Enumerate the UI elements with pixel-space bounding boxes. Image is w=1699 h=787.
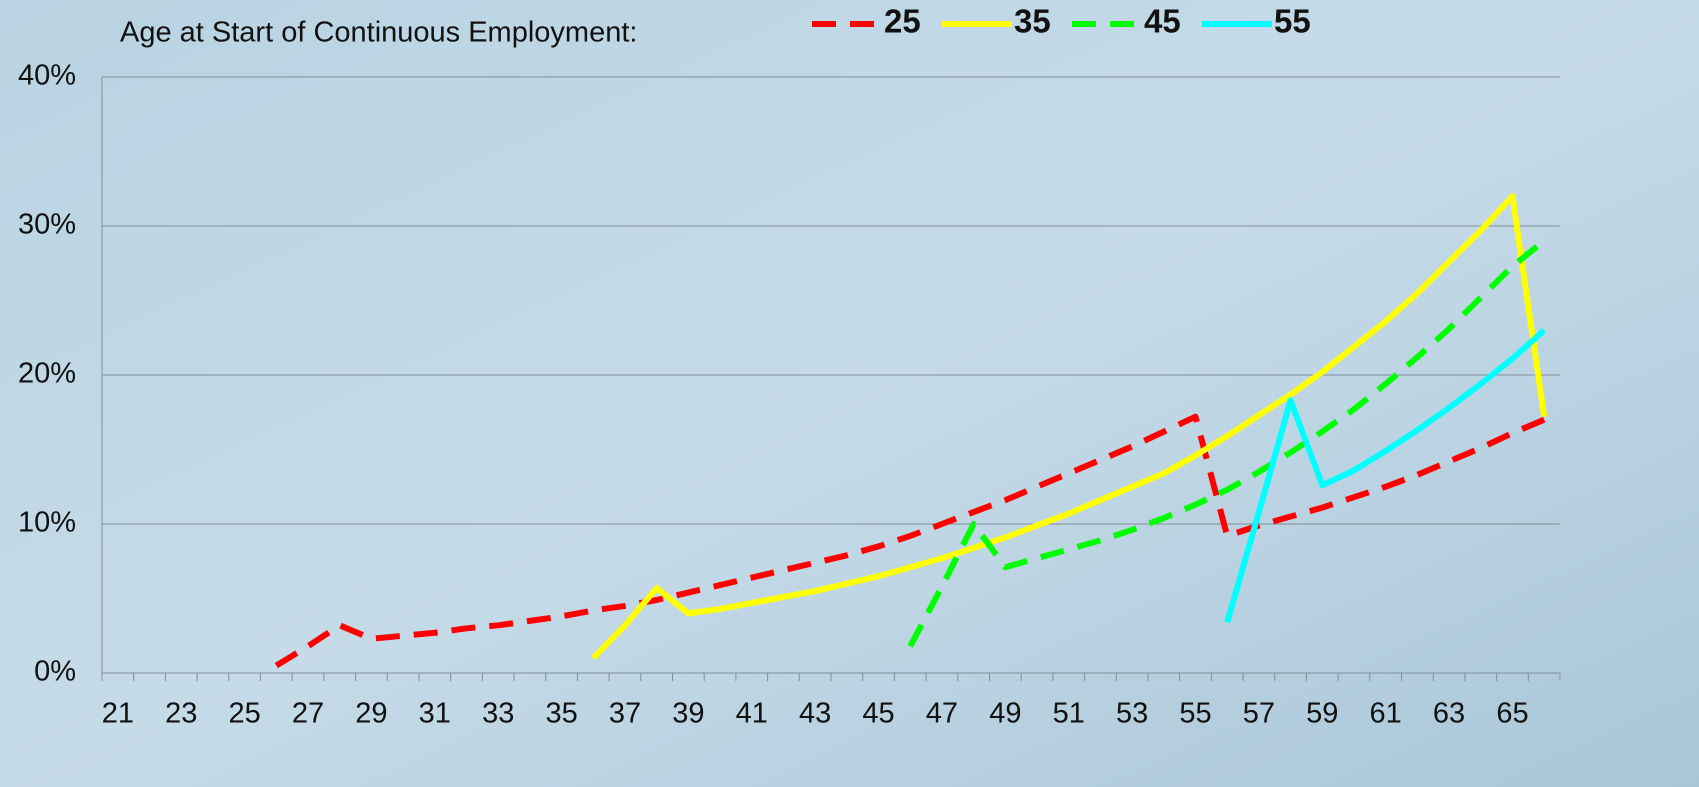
x-tick-label: 23: [165, 698, 197, 730]
legend-label: 55: [1274, 3, 1311, 40]
x-tick-label: 31: [419, 698, 451, 730]
x-tick-label: 33: [482, 698, 514, 730]
y-tick-label: 10%: [18, 507, 76, 539]
x-tick-label: 27: [292, 698, 324, 730]
series-line: [274, 413, 1546, 669]
x-tick-label: 41: [736, 698, 768, 730]
y-tick-label: 40%: [18, 60, 76, 92]
x-tick-label: 29: [355, 698, 387, 730]
x-tick-label: 55: [1179, 698, 1211, 730]
series-line: [907, 238, 1547, 648]
x-tick-label: 49: [989, 698, 1021, 730]
x-tick-label: 25: [228, 698, 260, 730]
x-tick-label: 35: [545, 698, 577, 730]
legend-label: 35: [1014, 3, 1051, 40]
x-tick-label: 21: [102, 698, 134, 730]
series-line: [591, 193, 1548, 661]
x-tick-label: 63: [1433, 698, 1465, 730]
legend-label: 45: [1144, 3, 1181, 40]
y-tick-label: 20%: [18, 358, 76, 390]
x-tick-label: 37: [609, 698, 641, 730]
x-tick-label: 51: [1053, 698, 1085, 730]
legend-title: Age at Start of Continuous Employment:: [120, 17, 637, 49]
y-tick-label: 30%: [18, 209, 76, 241]
x-tick-label: 61: [1370, 698, 1402, 730]
legend-label: 25: [884, 3, 921, 40]
series-line: [1224, 328, 1547, 624]
x-tick-label: 57: [1243, 698, 1275, 730]
x-tick-label: 45: [862, 698, 894, 730]
y-tick-label: 0%: [34, 656, 76, 688]
x-tick-label: 39: [672, 698, 704, 730]
x-tick-label: 65: [1496, 698, 1528, 730]
x-tick-label: 53: [1116, 698, 1148, 730]
x-tick-label: 59: [1306, 698, 1338, 730]
x-tick-label: 43: [799, 698, 831, 730]
x-tick-label: 47: [926, 698, 958, 730]
